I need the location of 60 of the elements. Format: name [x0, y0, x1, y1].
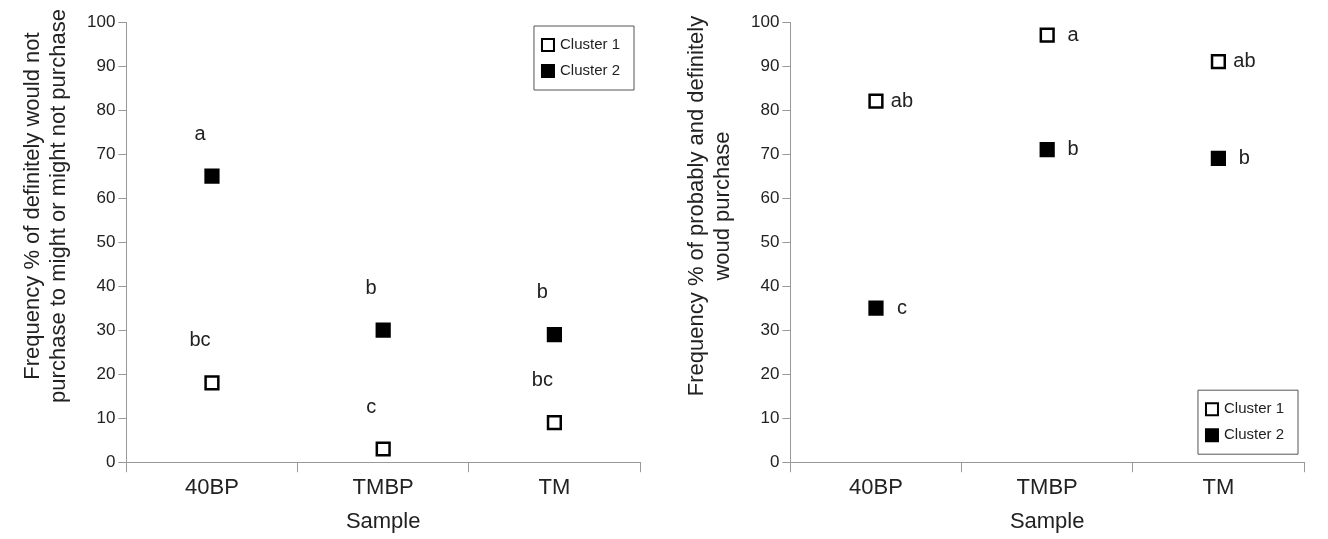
y-tick-label: 50: [96, 231, 116, 251]
point: [375, 441, 391, 457]
x-axis-title: Sample: [1009, 507, 1085, 533]
y-tick-label: 10: [96, 407, 116, 427]
y-tick-label: 80: [760, 99, 780, 119]
point: [1210, 54, 1227, 70]
annotation: ab: [890, 88, 914, 111]
y-tick-label: 100: [86, 11, 116, 31]
point: [868, 93, 884, 109]
y-tick-label: 20: [760, 363, 780, 383]
y-tick-label: 70: [760, 143, 780, 163]
x-tick-label: TM: [538, 474, 571, 500]
annotation: bc: [531, 368, 553, 391]
x-tick-label: 40BP: [849, 474, 903, 500]
annotation: bc: [189, 328, 211, 351]
annotation: c: [896, 295, 907, 318]
y-tick-label: 100: [750, 11, 780, 31]
point: [868, 300, 884, 316]
annotation: b: [1238, 145, 1250, 168]
point: [1210, 150, 1227, 167]
legend-label: Cluster 2: [559, 61, 621, 79]
annotation: ab: [1233, 49, 1256, 72]
point: [1039, 27, 1055, 43]
legend-label: Cluster 2: [1223, 425, 1285, 443]
annotation: c: [366, 394, 377, 417]
point: [546, 414, 563, 431]
x-axis-title: Sample: [345, 507, 421, 533]
x-tick-label: TMBP: [1016, 474, 1078, 500]
annotation: b: [1067, 137, 1079, 160]
point: [204, 375, 220, 391]
annotation: a: [194, 121, 207, 144]
annotation: b: [536, 280, 548, 303]
legend-label: Cluster 1: [559, 35, 621, 53]
legend-label: Cluster 1: [1223, 399, 1285, 417]
point: [375, 322, 391, 338]
annotation: b: [365, 275, 377, 298]
y-tick-label: 60: [760, 187, 780, 207]
y-tick-label: 80: [96, 99, 116, 119]
y-tick-label: 0: [105, 451, 116, 471]
y-tick-label: 70: [96, 143, 116, 163]
y-tick-label: 50: [760, 231, 780, 251]
y-tick-label: 60: [96, 187, 116, 207]
y-tick-label: 90: [96, 55, 116, 75]
y-tick-label: 30: [760, 319, 780, 339]
y-tick-label: 90: [760, 55, 780, 75]
annotation: a: [1067, 22, 1080, 45]
y-tick-label: 10: [760, 407, 780, 427]
y-tick-label: 30: [96, 319, 116, 339]
x-tick-label: 40BP: [185, 474, 239, 500]
point: [1039, 142, 1055, 158]
y-tick-label: 20: [96, 363, 116, 383]
point: [204, 168, 220, 184]
y-tick-label: 40: [760, 275, 780, 295]
y-tick-label: 0: [769, 451, 780, 471]
x-tick-label: TMBP: [352, 474, 414, 500]
y-axis-title: Frequency % of definitely would not purchase to might or might not purchase: [19, 8, 71, 405]
point: [546, 326, 563, 343]
y-tick-label: 40: [96, 275, 116, 295]
y-axis-title: Frequency % of probably and definitely woud purchase: [683, 14, 735, 399]
x-tick-label: TM: [1202, 474, 1235, 500]
